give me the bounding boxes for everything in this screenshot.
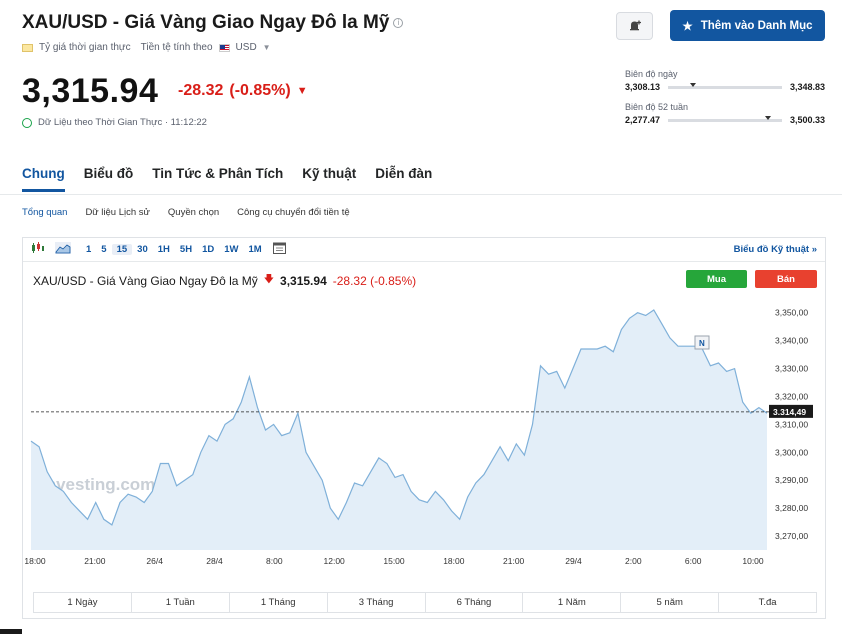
info-icon[interactable]: i (393, 17, 404, 28)
realtime-flag-icon (22, 43, 33, 52)
period-1w[interactable]: 1 Tuần (132, 593, 230, 612)
interval-1h[interactable]: 1H (157, 244, 170, 255)
period-1d[interactable]: 1 Ngày (34, 593, 132, 612)
day-range-marker (689, 82, 696, 87)
x-tick-label: 12:00 (324, 556, 346, 566)
period-6m[interactable]: 6 Tháng (426, 593, 524, 612)
down-arrow-icon: 🡇 (263, 274, 275, 285)
subtab-options[interactable]: Quyền chọn (167, 207, 220, 218)
y-tick-label: 3,280,00 (775, 503, 808, 513)
sub-tabs: Tổng quan Dữ liệu Lịch sử Quyền chọn Côn… (22, 207, 350, 218)
tab-technical[interactable]: Kỹ thuật (302, 166, 357, 181)
clock-icon (22, 117, 32, 128)
period-3m[interactable]: 3 Tháng (328, 593, 426, 612)
x-tick-label: 2:00 (625, 556, 642, 566)
main-tabs: Chung Biểu đồ Tin Tức & Phân Tích Kỹ thu… (22, 166, 432, 192)
y-tick-label: 3,320,00 (775, 391, 808, 401)
y-tick-label: 3,340,00 (775, 336, 808, 346)
price-change: -28.32 (-0.85%) ▼ (178, 82, 308, 99)
interval-1w[interactable]: 1W (224, 244, 239, 255)
y-tick-label: 3,310,00 (775, 419, 808, 429)
alert-button[interactable] (616, 12, 653, 40)
rate-type: Tỷ giá thời gian thực (39, 42, 131, 53)
chart-toolbar: 1 5 15 30 1H 5H 1D 1W 1M Biểu đồ Kỹ thuậ… (23, 238, 825, 262)
tab-chart[interactable]: Biểu đồ (83, 166, 134, 181)
interval-30[interactable]: 30 (137, 244, 148, 255)
x-tick-label: 15:00 (383, 556, 405, 566)
interval-1m[interactable]: 1M (248, 244, 262, 255)
technical-chart-link[interactable]: Biểu đồ Kỹ thuật » (733, 244, 817, 255)
interval-5[interactable]: 5 (101, 244, 107, 255)
page-title: XAU/USD - Giá Vàng Giao Ngay Đô la Mỹ i (22, 12, 404, 34)
interval-1d[interactable]: 1D (202, 244, 215, 255)
area-chart-icon[interactable] (51, 242, 81, 257)
week52-range: Biên độ 52 tuần 2,277.47 3,500.33 (625, 102, 825, 125)
interval-5h[interactable]: 5H (179, 244, 193, 255)
price-area (31, 310, 767, 550)
add-watchlist-button[interactable]: ★ Thêm vào Danh Mục (670, 10, 825, 41)
period-1y[interactable]: 1 Năm (523, 593, 622, 612)
interval-1[interactable]: 1 (86, 244, 92, 255)
currency-select[interactable]: USD (235, 42, 257, 53)
realtime-status: Dữ Liệu theo Thời Gian Thực · 11:12:22 (22, 117, 207, 128)
subtab-converter[interactable]: Công cụ chuyển đổi tiền tệ (237, 207, 350, 218)
news-marker-label: N (699, 339, 705, 348)
tab-forum[interactable]: Diễn đàn (375, 166, 433, 181)
x-tick-label: 8:00 (266, 556, 283, 566)
watermark: Investing.com (41, 475, 155, 494)
last-price: 3,315.94 (22, 72, 159, 110)
star-icon: ★ (682, 20, 693, 33)
tab-news[interactable]: Tin Tức & Phân Tích (152, 166, 284, 181)
news-marker (694, 335, 710, 350)
x-tick-label: 6:00 (685, 556, 702, 566)
interval-15[interactable]: 15 (111, 244, 133, 255)
page-corner-marker (0, 629, 22, 634)
period-1m[interactable]: 1 Tháng (230, 593, 328, 612)
chart-widget: 1 5 15 30 1H 5H 1D 1W 1M Biểu đồ Kỹ thuậ… (22, 237, 826, 619)
candlestick-icon[interactable] (23, 242, 51, 257)
subtab-historical[interactable]: Dữ liệu Lịch sử (85, 207, 150, 218)
x-tick-label: 26/4 (146, 556, 163, 566)
x-tick-label: 28/4 (206, 556, 223, 566)
y-tick-label: 3,300,00 (775, 447, 808, 457)
tabs-divider (0, 194, 842, 195)
period-5y[interactable]: 5 năm (621, 593, 720, 612)
buy-button[interactable]: Mua (686, 270, 747, 288)
price-line (30, 309, 768, 526)
period-selector: 1 Ngày 1 Tuần 1 Tháng 3 Tháng 6 Tháng 1 … (33, 592, 817, 613)
day-range: Biên độ ngày 3,308.13 3,348.83 (625, 69, 825, 92)
calendar-icon[interactable] (267, 242, 292, 257)
last-price-label: 3.314,49 (773, 407, 806, 417)
currency-label: Tiền tệ tính theo (140, 42, 213, 53)
y-tick-label: 3,290,00 (775, 475, 808, 485)
down-arrow-icon: ▼ (296, 85, 308, 97)
x-tick-label: 18:00 (24, 556, 46, 566)
x-tick-label: 18:00 (443, 556, 465, 566)
period-max[interactable]: T.đa (758, 597, 777, 608)
us-flag-icon (218, 43, 230, 52)
y-tick-label: 3,350,00 (775, 308, 808, 318)
week52-range-marker (764, 115, 771, 120)
x-tick-label: 21:00 (84, 556, 106, 566)
last-price-badge (769, 404, 813, 418)
x-tick-label: 10:00 (742, 556, 764, 566)
instrument-meta: Tỷ giá thời gian thực Tiền tệ tính theo … (22, 42, 271, 53)
sell-button[interactable]: Bán (755, 270, 817, 288)
chevron-down-icon[interactable]: ▼ (262, 43, 271, 52)
price-chart[interactable]: Investing.com 3,350,00 3,340,00 3,330,00 3,3… (23, 292, 825, 592)
tab-overview[interactable]: Chung (22, 166, 65, 192)
y-tick-label: 3,270,00 (775, 531, 808, 541)
bell-plus-icon (629, 20, 641, 31)
day-range-bar (668, 82, 782, 89)
x-tick-label: 21:00 (503, 556, 525, 566)
y-tick-label: 3,330,00 (775, 364, 808, 374)
chart-title: XAU/USD - Giá Vàng Giao Ngay Đô la Mỹ 🡇 … (33, 273, 417, 288)
subtab-summary[interactable]: Tổng quan (22, 207, 68, 218)
week52-range-bar (668, 115, 782, 122)
x-tick-label: 29/4 (565, 556, 582, 566)
